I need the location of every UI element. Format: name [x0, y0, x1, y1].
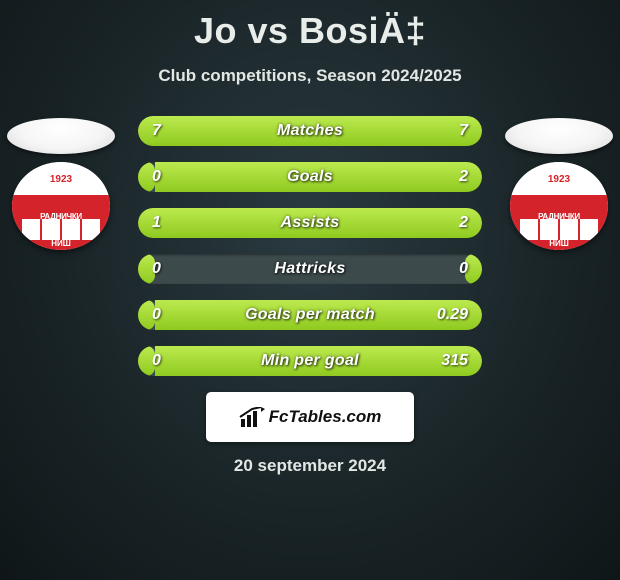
stat-row: 77Matches [138, 116, 482, 146]
crest-name-bottom: НИШ [12, 239, 110, 248]
brand-text: FcTables.com [269, 407, 382, 427]
crest-year: 1923 [548, 174, 570, 185]
crest-name-bottom: НИШ [510, 239, 608, 248]
player-right-head [505, 118, 613, 154]
stat-row: 12Assists [138, 208, 482, 238]
page-title: Jo vs BosiÄ‡ [0, 0, 620, 52]
player-right-avatar: 1923 РАДНИЧКИ НИШ [504, 118, 614, 250]
stat-label: Goals per match [138, 300, 482, 330]
player-left-crest: 1923 РАДНИЧКИ НИШ [12, 162, 110, 250]
stat-row: 0315Min per goal [138, 346, 482, 376]
player-left-head [7, 118, 115, 154]
stat-label: Min per goal [138, 346, 482, 376]
subtitle: Club competitions, Season 2024/2025 [0, 66, 620, 86]
crest-year: 1923 [50, 174, 72, 185]
player-left-avatar: 1923 РАДНИЧКИ НИШ [6, 118, 116, 250]
date-text: 20 september 2024 [0, 456, 620, 476]
stat-label: Assists [138, 208, 482, 238]
chart-icon [239, 407, 265, 427]
stat-row: 00Hattricks [138, 254, 482, 284]
stat-label: Matches [138, 116, 482, 146]
stat-label: Hattricks [138, 254, 482, 284]
stat-label: Goals [138, 162, 482, 192]
stat-row: 02Goals [138, 162, 482, 192]
brand-badge[interactable]: FcTables.com [206, 392, 414, 442]
stat-row: 00.29Goals per match [138, 300, 482, 330]
stats-container: 77Matches 02Goals 12Assists 00Hattricks 00.2… [138, 116, 482, 376]
player-right-crest: 1923 РАДНИЧКИ НИШ [510, 162, 608, 250]
